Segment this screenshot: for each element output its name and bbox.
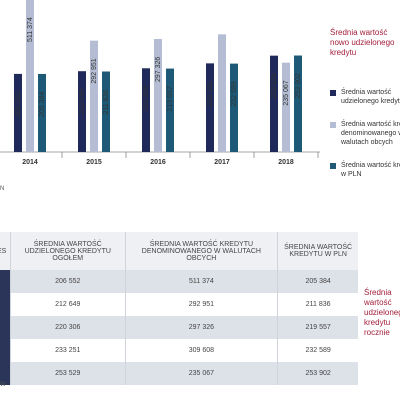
table-row: 253 529 235 067 253 902 [0, 362, 358, 385]
value-label: 220 306 [143, 86, 150, 111]
legend-item: Średnia wartość kredytu w PLN [330, 161, 400, 179]
row-head [0, 362, 11, 385]
table-row: 206 552 511 374 205 384 [0, 270, 358, 293]
value-label: 211 836 [103, 90, 110, 115]
legend: Średnia wartość udzielonego kredytu Średn… [330, 88, 400, 193]
row-head [0, 339, 11, 362]
table-row: 233 251 309 608 232 589 [0, 339, 358, 362]
bar [142, 68, 150, 152]
row-head [0, 293, 11, 316]
bar [294, 55, 302, 152]
chart: 2014 205 552 511 374 205 384 2015 212 649 292 … [0, 0, 320, 166]
table-cell: 297 326 [124, 316, 278, 339]
table-row: 212 649 292 951 211 836 [0, 293, 358, 316]
table-cell: 232 589 [277, 339, 358, 362]
table-cell: 309 608 [124, 339, 278, 362]
table-cell: 253 529 [10, 362, 125, 385]
bar [78, 71, 86, 152]
legend-label: Średnia wartość udzielonego kredytu [341, 89, 400, 105]
legend-label: Średnia wartość kredytu w PLN [341, 162, 400, 178]
table-cell: 292 951 [124, 293, 278, 316]
table-cell: 253 902 [277, 362, 358, 385]
x-tick-label: 2017 [214, 159, 230, 166]
legend-item: Średnia wartość udzielonego kredytu [330, 88, 400, 106]
side-note: Średnia wartość udzielonego kredytu rocz… [364, 288, 400, 337]
legend-label: Średnia wartość kredytu denominowanego w… [341, 121, 400, 146]
row-head [0, 270, 11, 293]
bar [38, 73, 46, 152]
value-label: 253 902 [295, 73, 302, 98]
x-tick-label: 2018 [278, 159, 294, 166]
table-cell: 205 384 [277, 270, 358, 293]
value-label: 297 326 [155, 57, 162, 82]
bar [206, 63, 214, 152]
table-cell: 220 306 [10, 316, 125, 339]
value-label: 205 552 [15, 91, 22, 116]
x-tick-label: 2015 [86, 159, 102, 166]
legend-swatch [330, 90, 336, 96]
bar [270, 55, 278, 152]
table-row: 220 306 297 326 219 557 [0, 316, 358, 339]
bar [14, 73, 22, 152]
value-label: 219 557 [167, 86, 174, 111]
x-tick-label: 2016 [150, 159, 166, 166]
value-label: 292 951 [91, 58, 98, 83]
table-cell: 219 557 [277, 316, 358, 339]
row-head [0, 316, 11, 339]
legend-item: Średnia wartość kredytu denominowanego w… [330, 120, 400, 147]
legend-title: Średnia wartość nowo udzielonego kredytu [330, 28, 395, 57]
value-label: 205 384 [39, 92, 46, 117]
table: IESŚREDNIA WARTOŚĆ UDZIELONEGO KREDYTU O… [0, 232, 358, 385]
table-header: ŚREDNIA WARTOŚĆ UDZIELONEGO KREDYTU OGÓŁ… [10, 232, 125, 270]
value-label: 511 374 [27, 17, 34, 42]
bar [154, 39, 162, 152]
table-header: IES [0, 232, 11, 270]
value-label: 233 251 [207, 81, 214, 106]
value-label: 235 067 [283, 80, 290, 105]
table-cell: 511 374 [124, 270, 278, 293]
bar [282, 62, 290, 152]
bar [90, 40, 98, 152]
legend-swatch [330, 122, 336, 128]
bar [166, 68, 174, 152]
value-label: 232 589 [231, 81, 238, 106]
bar [218, 34, 226, 152]
x-tick-label: 2014 [22, 159, 38, 166]
table-cell: 233 251 [10, 339, 125, 362]
table-cell: 206 552 [10, 270, 125, 293]
table-header: ŚREDNIA WARTOŚĆ KREDYTU DENOMINOWANEGO W… [124, 232, 278, 270]
legend-swatch [330, 163, 336, 169]
table-cell: 235 067 [124, 362, 278, 385]
value-label: 253 529 [271, 73, 278, 98]
chart-note: N [0, 186, 5, 192]
value-label: 212 649 [79, 89, 86, 114]
bar [230, 63, 238, 152]
table-note: W [0, 382, 6, 388]
bar [102, 71, 110, 152]
table-cell: 212 649 [10, 293, 125, 316]
bar [26, 0, 34, 152]
table-cell: 211 836 [277, 293, 358, 316]
table-header: ŚREDNIA WARTOŚĆ KREDYTU W PLN [277, 232, 358, 270]
